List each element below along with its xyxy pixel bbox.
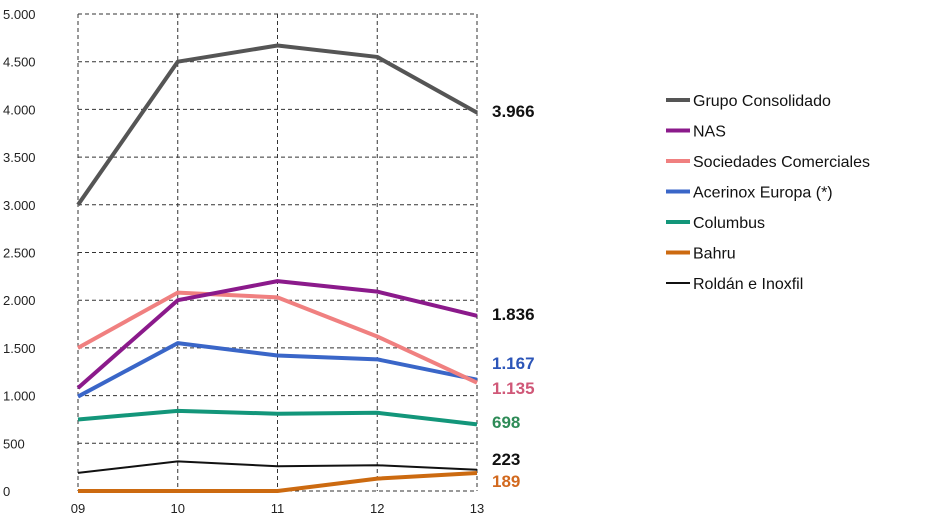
legend-item-label: Acerinox Europa (*) (693, 185, 833, 202)
x-tick-label: 12 (370, 501, 384, 516)
y-tick-label: 3.500 (3, 150, 36, 165)
series-line-3 (77, 341, 478, 399)
y-tick-label: 500 (3, 436, 25, 451)
y-tick-label: 3.000 (3, 198, 36, 213)
legend-item-label: Bahru (693, 246, 736, 263)
y-tick-label: 4.000 (3, 102, 36, 117)
end-label: 1.167 (492, 354, 535, 373)
series-line-5 (78, 470, 478, 493)
legend-item-label: Roldán e Inoxfil (693, 276, 803, 293)
y-tick-label: 5.000 (3, 7, 36, 22)
end-label: 3.966 (492, 102, 535, 121)
end-label: 223 (492, 450, 520, 469)
end-label: 1.836 (492, 305, 535, 324)
legend: Grupo Consolidado NAS Sociedades Comercial… (666, 93, 870, 293)
end-label: 189 (492, 472, 520, 491)
series-line-0 (76, 43, 478, 206)
x-tick-label: 09 (71, 501, 85, 516)
series-line-1 (76, 279, 478, 390)
series-line-4 (77, 408, 478, 427)
end-label: 1.135 (492, 379, 535, 398)
x-tick-label: 13 (470, 501, 484, 516)
x-tick-label: 11 (271, 501, 285, 516)
legend-item-label: NAS (693, 124, 726, 141)
legend-item-label: Sociedades Comerciales (693, 154, 870, 171)
series-line-6 (77, 460, 478, 474)
legend-item-label: Grupo Consolidado (693, 93, 831, 110)
y-tick-label: 0 (3, 484, 10, 499)
y-tick-label: 1.000 (3, 389, 36, 404)
legend-item-label: Columbus (693, 215, 765, 232)
y-tick-label: 4.500 (3, 55, 36, 70)
series-line-2 (77, 290, 478, 385)
y-tick-label: 1.500 (3, 341, 36, 356)
y-tick-label: 2.500 (3, 246, 36, 261)
end-label: 698 (492, 413, 520, 432)
y-tick-label: 2.000 (3, 293, 36, 308)
x-tick-label: 10 (171, 501, 185, 516)
plot-area: 0 500 1.000 1.500 2.000 2.500 3.000 3.500 4.000 4… (3, 7, 535, 516)
